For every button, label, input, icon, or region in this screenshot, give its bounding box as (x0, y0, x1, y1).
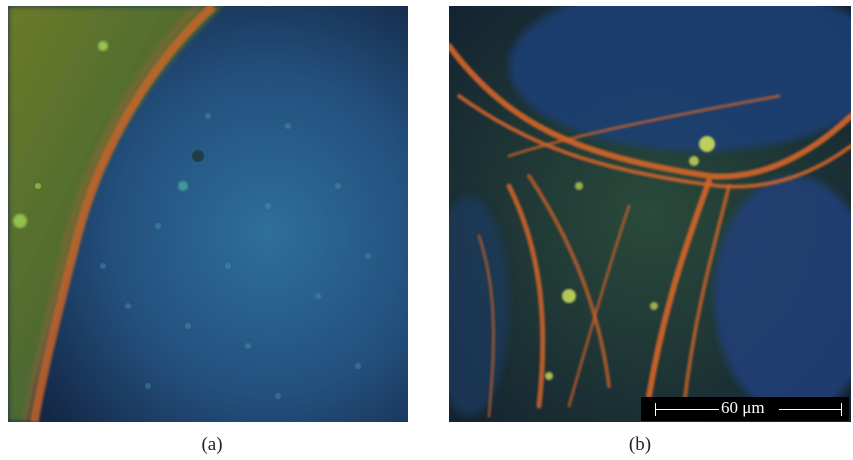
panel-a-caption: (a) (201, 434, 223, 455)
scale-bar-right-tick (841, 403, 842, 416)
microscopy-panel-a (8, 6, 408, 422)
panel-b-caption: (b) (628, 434, 652, 455)
scale-bar-line-left (655, 409, 719, 410)
fluorescence-image-a (8, 6, 408, 422)
scale-bar: 60 μm (641, 397, 849, 421)
fluorescence-image-b (449, 6, 851, 422)
scale-bar-label: 60 μm (721, 398, 765, 417)
microscopy-panel-b (449, 6, 851, 422)
scale-bar-line-right (779, 409, 841, 410)
